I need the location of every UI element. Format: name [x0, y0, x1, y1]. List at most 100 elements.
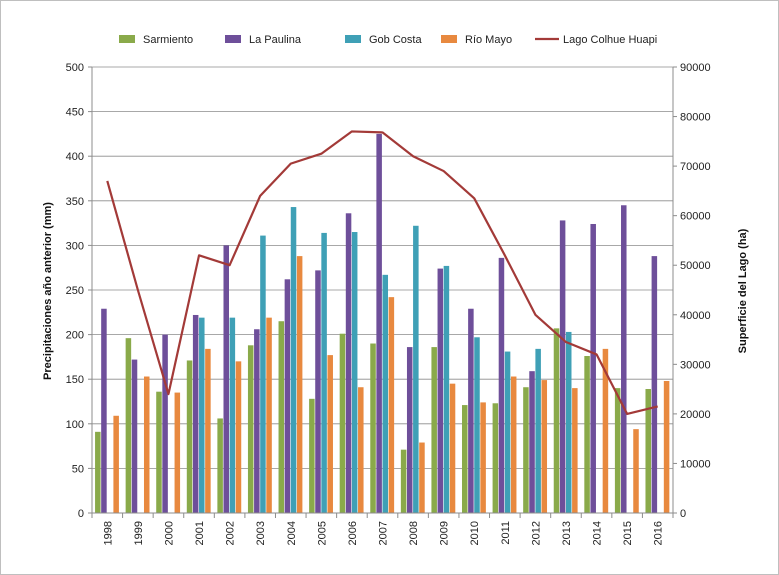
bar	[376, 133, 382, 513]
y-tick-label: 50	[72, 463, 84, 475]
y-tick-label: 500	[66, 62, 84, 74]
bar	[358, 387, 364, 513]
bar	[235, 361, 242, 513]
bar	[309, 398, 315, 513]
x-tick-label: 2004	[286, 521, 298, 545]
bar	[370, 343, 376, 513]
bar	[95, 431, 101, 513]
bar	[590, 223, 596, 513]
bar	[510, 376, 517, 513]
bar	[290, 207, 297, 513]
bar	[217, 418, 223, 513]
x-tick-label: 2001	[194, 521, 206, 545]
y2-tick-label: 0	[680, 508, 686, 520]
legend-swatch	[441, 35, 457, 43]
x-tick-label: 1999	[133, 521, 145, 545]
legend-swatch	[225, 35, 241, 43]
bar	[413, 225, 419, 513]
y-tick-label: 350	[66, 196, 84, 208]
y-tick-label: 250	[66, 285, 84, 297]
bar	[339, 333, 346, 513]
bar	[254, 329, 260, 513]
bar	[621, 205, 627, 513]
legend-label: Río Mayo	[465, 34, 512, 46]
bar	[535, 348, 541, 513]
bar	[131, 359, 138, 513]
bar	[406, 347, 413, 513]
x-tick-label: 2005	[316, 521, 328, 545]
x-tick-label: 2006	[347, 521, 359, 545]
y2-tick-label: 80000	[680, 112, 711, 124]
y-axis-title: Precipitaciones año anterior (mm)	[42, 202, 54, 380]
x-tick-label: 2015	[622, 521, 634, 545]
y-tick-label: 450	[66, 107, 84, 119]
y2-tick-label: 40000	[680, 310, 711, 322]
x-tick-label: 2016	[653, 521, 665, 545]
bar	[162, 334, 168, 513]
bar	[199, 317, 205, 513]
x-tick-label: 2007	[378, 521, 390, 545]
bar	[553, 328, 560, 513]
series-line	[106, 130, 658, 415]
bar	[529, 371, 535, 513]
y2-tick-label: 90000	[680, 62, 711, 74]
bar	[321, 232, 327, 514]
y-tick-label: 150	[66, 374, 84, 386]
legend-label: Gob Costa	[369, 34, 422, 46]
y2-axis-title: Superficie del Lago (ha)	[737, 228, 749, 353]
line-layer	[106, 130, 658, 415]
legend: Sarmiento La Paulina Gob Costa Río Mayo Lago…	[119, 34, 657, 46]
x-tick-label: 2009	[439, 521, 451, 545]
bar	[633, 429, 639, 513]
y2-tick-label: 70000	[680, 161, 711, 173]
y-tick-label: 0	[78, 508, 84, 520]
legend-label: Sarmiento	[143, 34, 193, 46]
bar	[382, 274, 389, 513]
bar	[541, 380, 548, 513]
bar	[223, 245, 230, 513]
bar	[663, 380, 670, 513]
bar	[645, 389, 651, 513]
y2-tick-label: 10000	[680, 458, 711, 470]
y2-tick-label: 50000	[680, 260, 711, 272]
bar	[205, 348, 211, 513]
bar	[492, 403, 499, 513]
bar	[523, 387, 529, 513]
bar	[156, 391, 162, 513]
legend-swatch	[119, 35, 135, 43]
bar	[296, 256, 303, 513]
bar	[388, 297, 395, 513]
bar	[143, 376, 150, 513]
x-tick-label: 2008	[408, 521, 420, 545]
bar	[247, 345, 254, 513]
bar	[351, 232, 358, 513]
bar	[284, 279, 291, 513]
bar	[431, 347, 437, 513]
bar	[419, 442, 425, 513]
bar	[400, 449, 407, 513]
legend-label: La Paulina	[249, 34, 302, 46]
y-tick-label: 100	[66, 419, 84, 431]
y-tick-label: 300	[66, 240, 84, 252]
legend-label: Lago Colhue Huapi	[563, 34, 657, 46]
bar	[186, 360, 193, 513]
bar	[602, 348, 609, 513]
bar	[614, 388, 621, 513]
bar	[315, 270, 321, 513]
legend-swatch	[345, 35, 361, 43]
bar	[584, 356, 590, 513]
x-tick-label: 2002	[225, 521, 237, 545]
bar	[474, 337, 480, 513]
bar	[113, 415, 119, 513]
x-tick-label: 1998	[102, 521, 114, 545]
bar	[651, 256, 658, 513]
x-tick-label: 2011	[500, 521, 512, 545]
bars	[95, 133, 670, 514]
bar	[559, 220, 566, 513]
x-tick-label: 2003	[255, 521, 267, 545]
bar	[125, 338, 132, 513]
bar	[572, 388, 578, 513]
bar	[260, 235, 266, 513]
y2-tick-label: 20000	[680, 409, 711, 421]
bar	[504, 351, 511, 513]
